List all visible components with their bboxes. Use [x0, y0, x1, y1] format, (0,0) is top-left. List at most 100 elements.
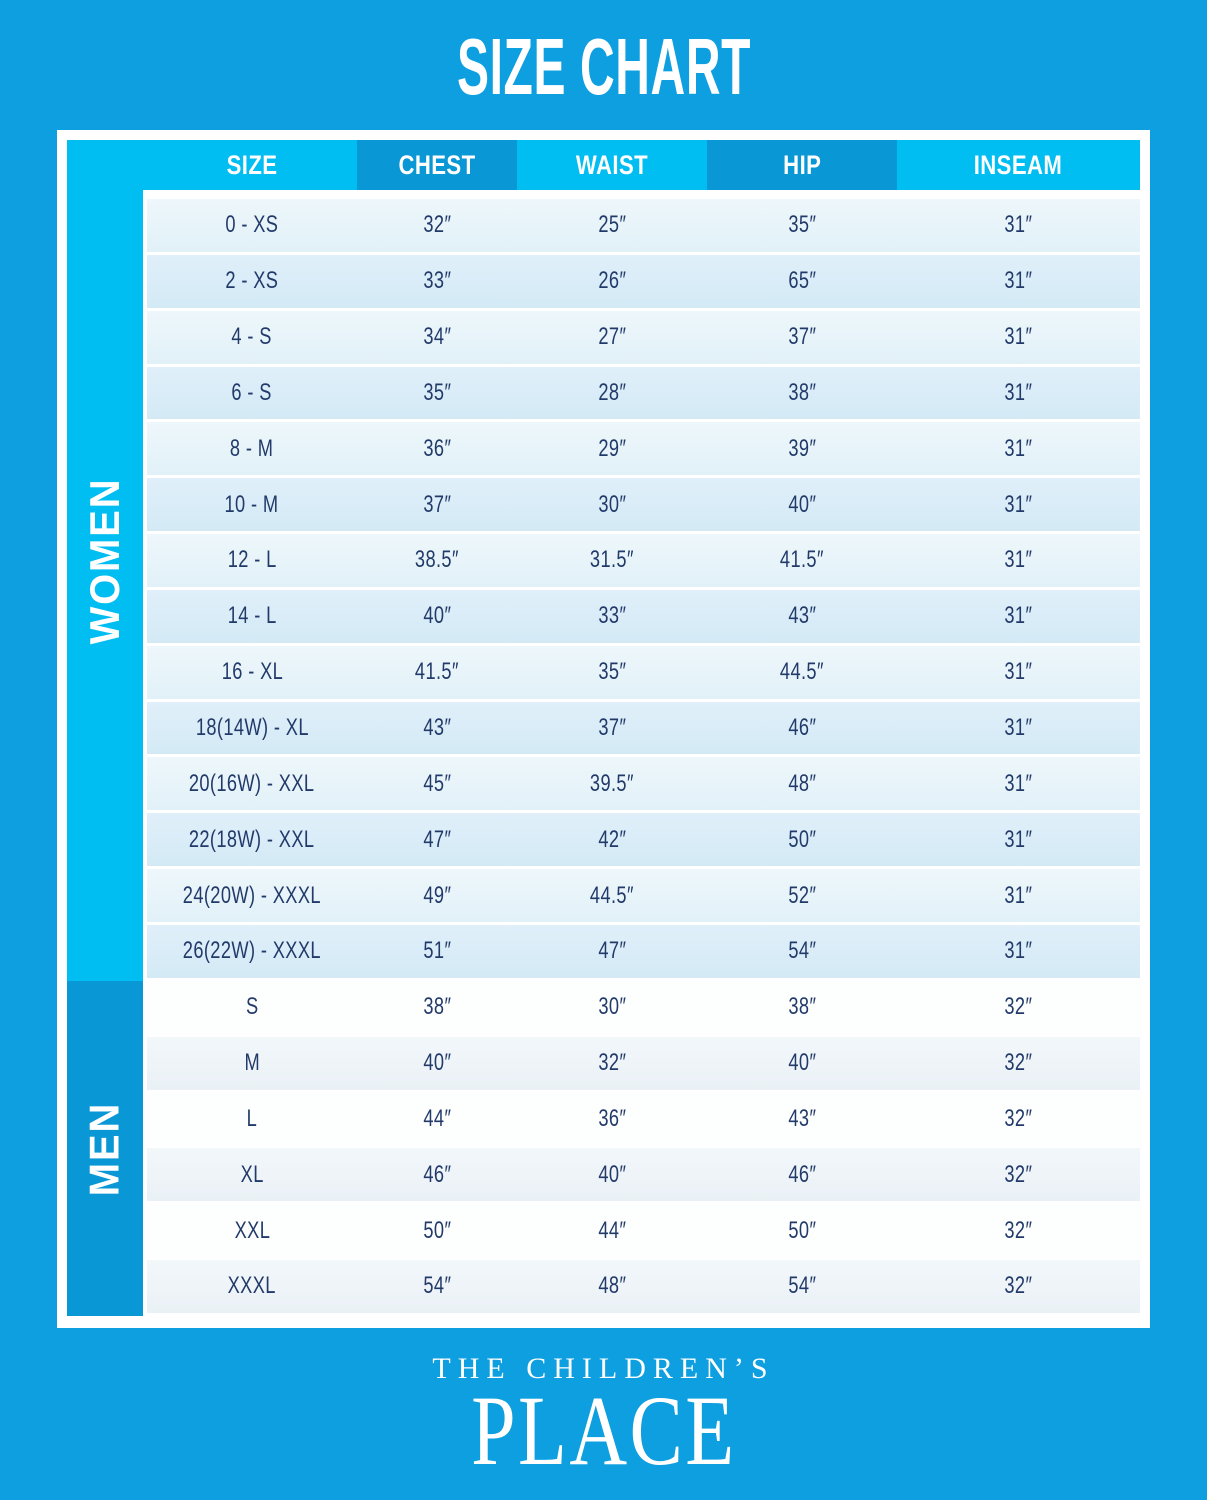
- table-body: 0 - XS 32″ 25″ 35″ 31″ 2 - XS 33″ 26″ 65″ 31″ 4 - …: [147, 199, 1140, 1316]
- cell-text: 36″: [423, 434, 451, 462]
- hip-cell: 46″: [707, 702, 897, 755]
- hip-cell: 35″: [707, 199, 897, 252]
- hip-cell: 38″: [707, 367, 897, 420]
- size-cell: 16 - XL: [147, 646, 357, 699]
- inseam-cell: 32″: [897, 1037, 1140, 1090]
- cell-text: S: [245, 993, 259, 1021]
- size-cell: 6 - S: [147, 367, 357, 420]
- cell-text: 40″: [423, 1049, 451, 1077]
- inseam-cell: 31″: [897, 311, 1140, 364]
- inseam-cell: 32″: [897, 1148, 1140, 1201]
- table-row: 10 - M 37″ 30″ 40″ 31″: [147, 478, 1140, 535]
- cell-text: 34″: [423, 323, 451, 351]
- cell-text: 29″: [598, 434, 626, 462]
- table-row: 26(22W) - XXXL 51″ 47″ 54″ 31″: [147, 924, 1140, 981]
- inseam-cell: 31″: [897, 646, 1140, 699]
- chest-cell: 40″: [357, 1037, 517, 1090]
- waist-cell: 48″: [517, 1260, 707, 1313]
- inseam-cell: 31″: [897, 422, 1140, 475]
- hip-cell: 54″: [707, 925, 897, 978]
- cell-text: 50″: [423, 1216, 451, 1244]
- table-row: 8 - M 36″ 29″ 39″ 31″: [147, 422, 1140, 479]
- size-cell: 0 - XS: [147, 199, 357, 252]
- cell-text: 35″: [788, 211, 816, 239]
- header-cell-chest: CHEST: [357, 140, 517, 190]
- cell-text: 32″: [598, 1049, 626, 1077]
- header-hip-label: HIP: [782, 149, 822, 180]
- table-row: 20(16W) - XXL 45″ 39.5″ 48″ 31″: [147, 757, 1140, 814]
- page-title-text: SIZE CHART: [456, 22, 751, 111]
- hip-cell: 65″: [707, 255, 897, 308]
- cell-text: 48″: [788, 769, 816, 797]
- cell-text: 31.5″: [590, 546, 634, 574]
- inseam-cell: 31″: [897, 869, 1140, 922]
- cell-text: 31″: [1004, 602, 1033, 630]
- size-cell: 2 - XS: [147, 255, 357, 308]
- hip-cell: 50″: [707, 813, 897, 866]
- chest-cell: 51″: [357, 925, 517, 978]
- table-row: 18(14W) - XL 43″ 37″ 46″ 31″: [147, 701, 1140, 758]
- cell-text: 31″: [1004, 658, 1033, 686]
- waist-cell: 44.5″: [517, 869, 707, 922]
- cell-text: 20(16W) - XXL: [189, 769, 315, 797]
- inseam-cell: 31″: [897, 925, 1140, 978]
- cell-text: 31″: [1004, 211, 1033, 239]
- cell-text: 31″: [1004, 769, 1033, 797]
- waist-cell: 39.5″: [517, 757, 707, 810]
- waist-cell: 31.5″: [517, 534, 707, 587]
- cell-text: L: [246, 1104, 258, 1132]
- table-header-row: SIZE CHEST WAIST HIP INSEAM: [67, 140, 1140, 190]
- cell-text: 52″: [788, 881, 816, 909]
- inseam-cell: 31″: [897, 199, 1140, 252]
- waist-cell: 28″: [517, 367, 707, 420]
- cell-text: M: [244, 1049, 260, 1077]
- chest-cell: 50″: [357, 1204, 517, 1257]
- size-cell: M: [147, 1037, 357, 1090]
- cell-text: 48″: [598, 1272, 626, 1300]
- cell-text: 40″: [788, 1049, 816, 1077]
- cell-text: 31″: [1004, 546, 1033, 574]
- table-row: L 44″ 36″ 43″ 32″: [147, 1092, 1140, 1149]
- cell-text: 46″: [788, 1160, 816, 1188]
- cell-text: 54″: [788, 937, 816, 965]
- cell-text: 10 - M: [225, 490, 279, 518]
- chest-cell: 41.5″: [357, 646, 517, 699]
- cell-text: 31″: [1004, 490, 1033, 518]
- cell-text: 40″: [788, 490, 816, 518]
- cell-text: 54″: [423, 1272, 451, 1300]
- cell-text: 43″: [423, 714, 451, 742]
- table-row: 6 - S 35″ 28″ 38″ 31″: [147, 366, 1140, 423]
- table-row: S 38″ 30″ 38″ 32″: [147, 980, 1140, 1037]
- size-cell: 8 - M: [147, 422, 357, 475]
- cell-text: 0 - XS: [225, 211, 279, 239]
- size-cell: 24(20W) - XXXL: [147, 869, 357, 922]
- cell-text: 35″: [598, 658, 626, 686]
- size-cell: 26(22W) - XXXL: [147, 925, 357, 978]
- cell-text: 44″: [423, 1104, 451, 1132]
- cell-text: 38.5″: [415, 546, 459, 574]
- cell-text: 39″: [788, 434, 816, 462]
- waist-cell: 37″: [517, 702, 707, 755]
- waist-cell: 30″: [517, 478, 707, 531]
- cell-text: 46″: [423, 1160, 451, 1188]
- hip-cell: 40″: [707, 1037, 897, 1090]
- header-chest-label: CHEST: [398, 149, 476, 180]
- cell-text: 30″: [598, 490, 626, 518]
- header-cell-inseam: INSEAM: [897, 140, 1140, 190]
- header-inseam-label: INSEAM: [974, 149, 1063, 180]
- brand-name-main: PLACE: [0, 1381, 1207, 1481]
- cell-text: 32″: [1004, 1216, 1033, 1244]
- header-cell-waist: WAIST: [517, 140, 707, 190]
- waist-cell: 35″: [517, 646, 707, 699]
- size-cell: 18(14W) - XL: [147, 702, 357, 755]
- hip-cell: 37″: [707, 311, 897, 364]
- hip-cell: 41.5″: [707, 534, 897, 587]
- cell-text: 31″: [1004, 881, 1033, 909]
- inseam-cell: 32″: [897, 1204, 1140, 1257]
- waist-cell: 44″: [517, 1204, 707, 1257]
- cell-text: 44″: [598, 1216, 626, 1244]
- table-row: 2 - XS 33″ 26″ 65″ 31″: [147, 254, 1140, 311]
- waist-cell: 27″: [517, 311, 707, 364]
- chest-cell: 40″: [357, 590, 517, 643]
